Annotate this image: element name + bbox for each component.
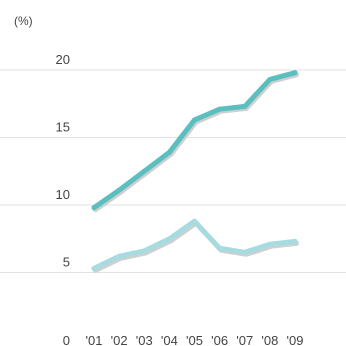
x-tick-label: '05 (186, 333, 203, 346)
series-2-point (91, 265, 97, 271)
x-tick-label: '06 (211, 333, 228, 346)
gridlines (0, 69, 346, 273)
series-1-point (242, 103, 248, 109)
series-1-point (166, 149, 172, 155)
y-tick-label: 15 (56, 120, 70, 135)
series-1-point (141, 168, 147, 174)
series-2-point (217, 245, 223, 251)
x-tick-label: '03 (136, 333, 153, 346)
x-tick-label: '04 (161, 333, 178, 346)
series-1-point (116, 187, 122, 193)
x-tick-label: '01 (86, 333, 103, 346)
series-2-point (192, 218, 197, 224)
x-tick-label: '08 (261, 333, 278, 346)
series-1-point (292, 70, 298, 76)
series-1-point (267, 76, 273, 82)
series-1-point (217, 106, 223, 112)
series-2-line (91, 218, 298, 271)
y-tick-label: 0 (63, 333, 70, 346)
series-2-point (166, 236, 172, 242)
series-1-shadow (93, 72, 299, 213)
y-tick-label: 10 (56, 187, 70, 202)
series-1-point (91, 205, 97, 211)
series-lines (91, 70, 299, 273)
x-axis-ticks: '01 '02 '03 '04 '05 '06 '07 '08 '09 (86, 333, 304, 346)
y-tick-label: 5 (63, 255, 70, 270)
series-2-point (141, 248, 147, 254)
series-2-point (116, 253, 122, 259)
x-tick-label: '07 (236, 333, 253, 346)
series-1-point (192, 117, 197, 123)
x-tick-label: '09 (287, 333, 304, 346)
series-2-point (242, 249, 248, 255)
series-1-line (91, 70, 298, 211)
y-axis-ticks: 0 5 10 15 20 (56, 52, 70, 346)
series-2-point (267, 241, 273, 247)
series-2-point (292, 238, 298, 244)
y-axis-unit-label: (%) (14, 14, 33, 28)
x-tick-label: '02 (111, 333, 128, 346)
y-tick-label: 20 (56, 52, 70, 67)
